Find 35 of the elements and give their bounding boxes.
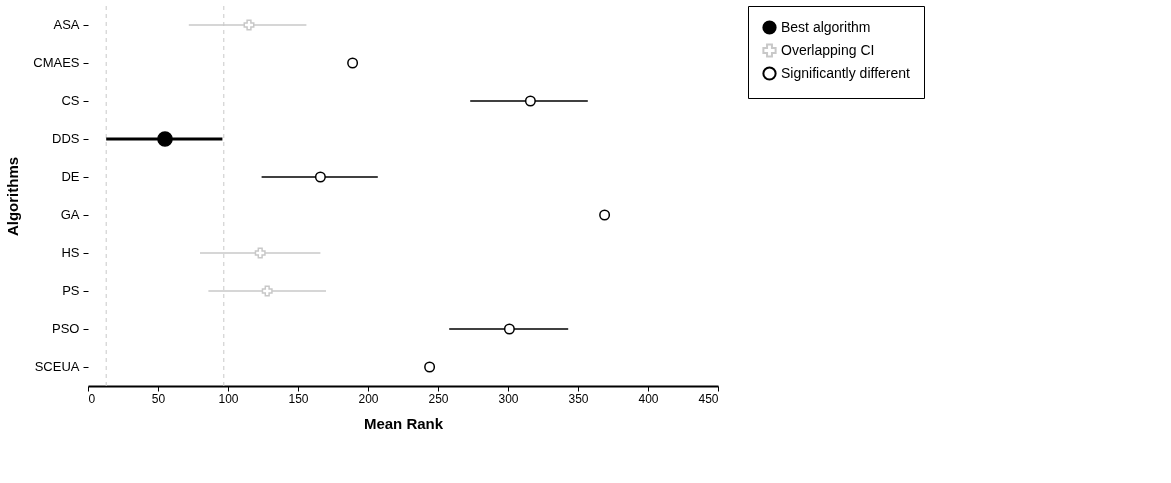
y-tick-label: ASA — [53, 17, 80, 32]
y-tick-label: DDS — [52, 131, 80, 146]
x-tick-label: 450 — [698, 391, 719, 406]
y-tick-label: CS — [61, 93, 80, 108]
point — [424, 361, 436, 373]
y-tick-label: HS — [61, 245, 80, 260]
x-tick-label: 150 — [288, 391, 309, 406]
point — [314, 171, 326, 183]
point — [347, 57, 359, 69]
y-tick-label: PSO — [52, 321, 80, 336]
point — [254, 247, 266, 259]
x-tick-label: 250 — [428, 391, 449, 406]
x-tick-label: 200 — [358, 391, 379, 406]
y-tick-label: GA — [60, 207, 80, 222]
legend-label: Best algorithm — [781, 18, 871, 35]
legend-label: Significantly different — [781, 64, 911, 81]
x-tick-label: 50 — [151, 391, 166, 406]
y-tick-label: SCEUA — [34, 359, 80, 374]
point — [599, 209, 611, 221]
point — [524, 95, 536, 107]
y-axis-title: Algorithms — [4, 156, 22, 237]
x-tick-label: 350 — [568, 391, 589, 406]
legend-label: Overlapping CI — [781, 41, 875, 58]
point — [243, 19, 255, 31]
x-axis-title: Mean Rank — [363, 414, 444, 432]
x-tick-label: 400 — [638, 391, 659, 406]
x-tick-label: 300 — [498, 391, 519, 406]
y-tick-label: PS — [62, 283, 80, 298]
x-tick-label: 100 — [218, 391, 239, 406]
x-tick-label: 0 — [88, 391, 96, 406]
point — [157, 131, 173, 147]
y-tick-label: CMAES — [33, 55, 80, 70]
point — [503, 323, 515, 335]
y-tick-label: DE — [61, 169, 80, 184]
point — [261, 285, 273, 297]
